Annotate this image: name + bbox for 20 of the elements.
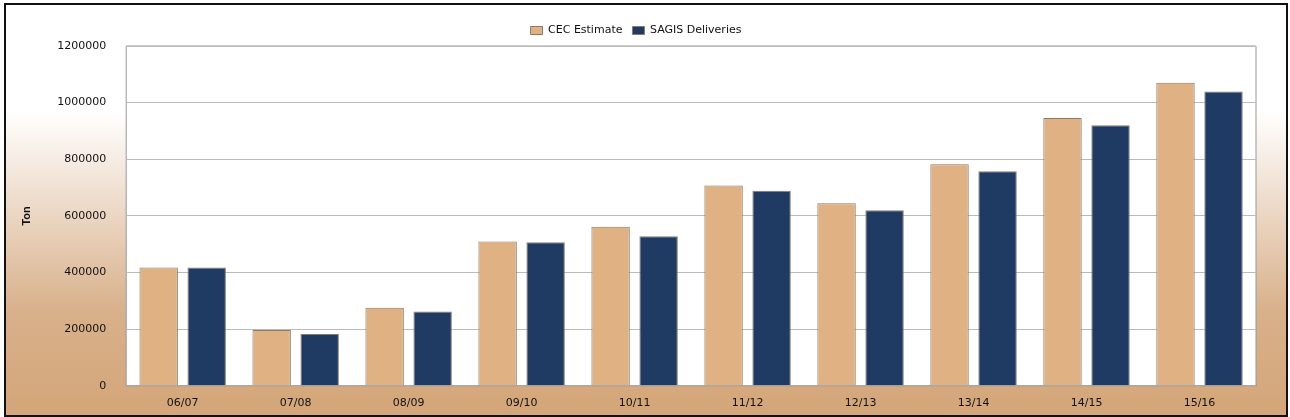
y-tick-label: 1200000 bbox=[57, 38, 107, 52]
y-tick-label: 1000000 bbox=[57, 95, 107, 109]
x-tick-label: 13/14 bbox=[957, 396, 990, 410]
legend-label: CEC Estimate bbox=[548, 23, 623, 37]
x-tick-label: 14/15 bbox=[1070, 396, 1103, 410]
y-tick-label: 600000 bbox=[64, 208, 107, 222]
x-tick-label: 07/08 bbox=[279, 396, 312, 410]
y-tick-label: 400000 bbox=[64, 265, 107, 279]
y-tick-label: 800000 bbox=[64, 152, 107, 166]
y-axis-title: Ton bbox=[19, 205, 32, 226]
x-tick-label: 10/11 bbox=[618, 396, 651, 410]
legend-label: SAGIS Deliveries bbox=[649, 23, 742, 37]
x-tick-label: 11/12 bbox=[731, 396, 764, 410]
y-tick-label: 0 bbox=[99, 378, 107, 392]
x-tick-label: 15/16 bbox=[1183, 396, 1216, 410]
y-tick-label: 200000 bbox=[64, 322, 107, 336]
x-tick-label: 08/09 bbox=[392, 396, 425, 410]
x-tick-label: 12/13 bbox=[844, 396, 877, 410]
x-tick-label: 06/07 bbox=[166, 396, 199, 410]
x-tick-label: 09/10 bbox=[505, 396, 538, 410]
